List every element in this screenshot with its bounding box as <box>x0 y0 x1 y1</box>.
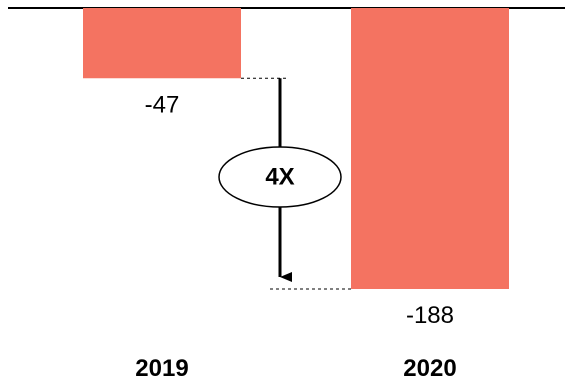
ratio-label: 4X <box>265 164 294 191</box>
bar-2019 <box>83 8 241 79</box>
value-label-2019: -47 <box>145 91 180 118</box>
category-label-2019: 2019 <box>135 355 188 382</box>
bar-2020 <box>351 8 509 289</box>
ratio-ellipse <box>218 146 342 208</box>
value-label-2020: -188 <box>406 302 454 329</box>
category-label-2020: 2020 <box>403 355 456 382</box>
